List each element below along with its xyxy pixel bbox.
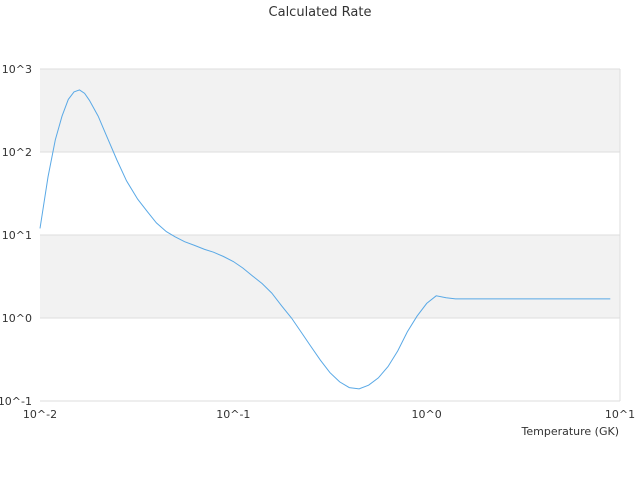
chart-title: Calculated Rate	[269, 5, 372, 20]
gridlines	[40, 68, 621, 402]
y-tick-label: 10^3	[2, 63, 32, 76]
x-tick-label: 10^0	[412, 408, 442, 421]
y-tick-label: 10^-1	[0, 395, 32, 408]
plot-band	[40, 69, 620, 152]
plot-band	[40, 235, 620, 318]
x-tick-label: 10^-1	[216, 408, 250, 421]
x-tick-label: 10^-2	[23, 408, 57, 421]
plot-bands	[40, 69, 620, 318]
y-tick-label: 10^2	[2, 146, 32, 159]
x-tick-label: 10^1	[605, 408, 635, 421]
y-tick-label: 10^1	[2, 229, 32, 242]
y-axis-ticks: 10^3 10^2 10^1 10^0 10^-1	[0, 63, 32, 408]
x-axis-label: Temperature (GK)	[521, 425, 620, 438]
y-tick-label: 10^0	[2, 312, 32, 325]
series-line	[39, 89, 611, 390]
x-axis-ticks: 10^-2 10^-1 10^0 10^1	[23, 408, 635, 421]
